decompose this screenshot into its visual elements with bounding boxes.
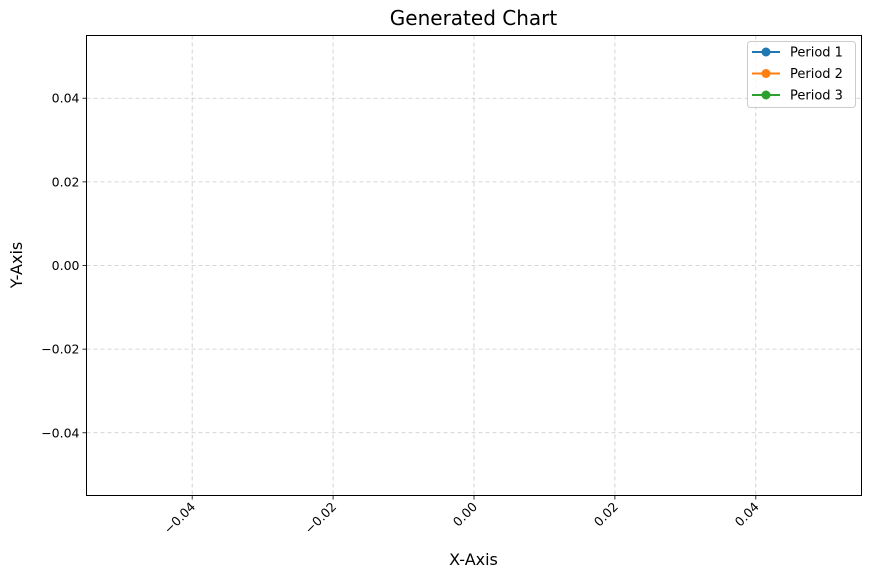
legend-label: Period 2	[790, 67, 843, 82]
legend-box	[747, 41, 856, 108]
x-axis-label: X-Axis	[449, 550, 498, 569]
legend-items: Period 1 Period 2 Period 3	[752, 46, 843, 104]
y-tick-label: 0.02	[52, 174, 80, 189]
y-axis-ticks: 0.04 0.02 0.00 −0.02 −0.04	[41, 91, 87, 440]
y-axis-label: Y-Axis	[7, 242, 26, 290]
legend-label: Period 1	[790, 46, 843, 61]
y-tick-label: −0.04	[41, 425, 79, 440]
y-tick-label: 0.04	[52, 91, 80, 106]
legend-entry: Period 1	[752, 46, 843, 61]
legend-marker	[761, 90, 771, 100]
chart-title: Generated Chart	[390, 6, 558, 30]
legend: Period 1 Period 2 Period 3	[747, 41, 856, 108]
legend-marker	[761, 47, 771, 57]
y-tick-label: −0.02	[41, 342, 79, 357]
y-tick-label: 0.00	[52, 258, 80, 273]
grid-lines	[86, 35, 862, 496]
legend-label: Period 3	[790, 89, 843, 104]
legend-entry: Period 3	[752, 89, 843, 104]
legend-marker	[761, 69, 771, 78]
legend-entry: Period 2	[752, 67, 843, 82]
